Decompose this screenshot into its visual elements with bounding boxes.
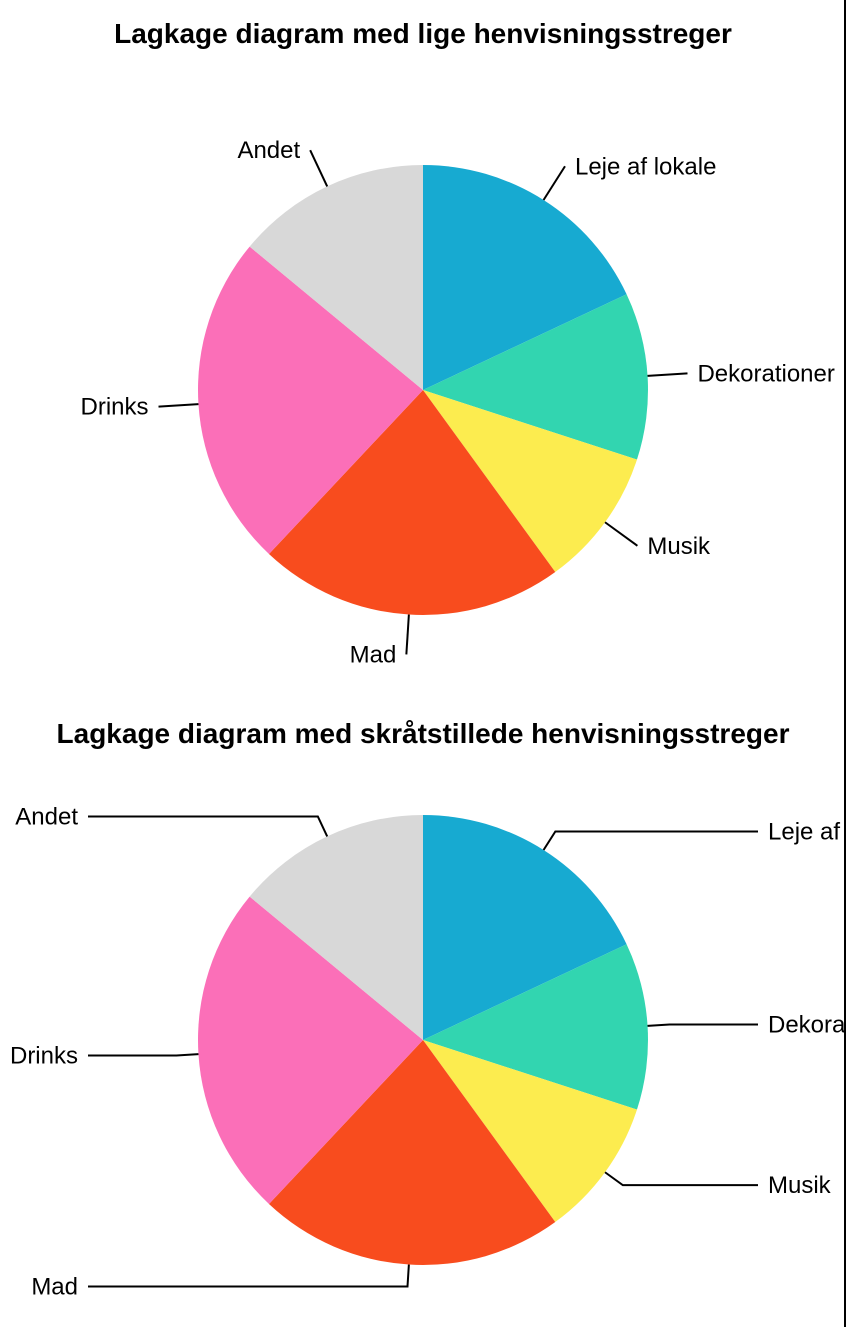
slice-label: Dekorationer <box>697 360 834 387</box>
leader-line <box>544 831 758 850</box>
leader-line <box>648 1024 758 1025</box>
slice-label: Musik <box>647 533 711 560</box>
slice-label: Mad <box>31 1274 78 1301</box>
slice-label: Leje af lokale <box>575 153 716 180</box>
leader-line <box>605 522 637 546</box>
slice-label: Musik <box>768 1172 832 1199</box>
leader-line <box>88 1054 198 1055</box>
leader-line <box>544 166 565 200</box>
slice-label: Drinks <box>81 394 149 421</box>
slice-label: Leje af lokale <box>768 818 846 845</box>
page: Lagkage diagram med lige henvisningsstre… <box>0 0 846 1327</box>
leader-line <box>605 1172 758 1185</box>
pie-chart-bent-svg: Leje af lokale Dekorationer Musik Mad Drinks… <box>0 700 846 1327</box>
leader-line <box>648 373 688 376</box>
pie-chart-bent-leaders: Lagkage diagram med skråtstillede henvis… <box>0 700 846 1327</box>
chart-title-bent: Lagkage diagram med skråtstillede henvis… <box>0 718 846 750</box>
slice-label: Drinks <box>10 1043 78 1070</box>
leader-line <box>159 404 199 407</box>
pie-chart-straight-leaders: Lagkage diagram med lige henvisningsstre… <box>0 0 846 700</box>
slice-label: Dekorationer <box>768 1011 846 1038</box>
leader-line <box>88 1265 409 1287</box>
slice-label: Andet <box>237 137 300 164</box>
leader-line <box>88 817 327 837</box>
leader-line <box>310 150 327 186</box>
slice-label: Mad <box>350 641 397 668</box>
slice-label: Andet <box>15 804 78 831</box>
leader-line <box>406 615 409 655</box>
chart-title-straight: Lagkage diagram med lige henvisningsstre… <box>0 18 846 50</box>
pie-chart-straight-svg: Leje af lokale Dekorationer Musik Mad Drinks… <box>0 0 846 700</box>
